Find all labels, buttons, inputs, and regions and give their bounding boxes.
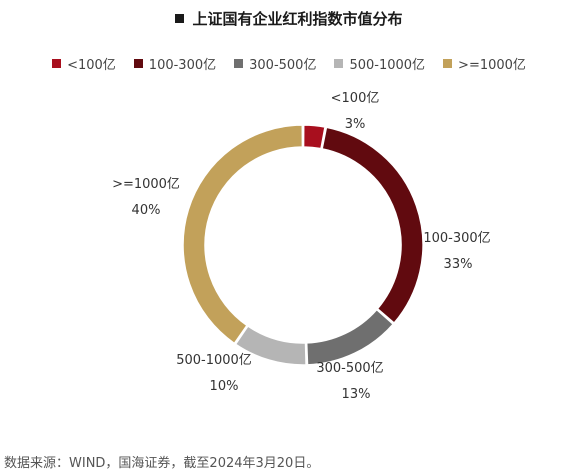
slice-value-label: 13% bbox=[342, 387, 371, 402]
legend-label: 100-300亿 bbox=[148, 58, 217, 73]
legend-label: <100亿 bbox=[67, 58, 116, 73]
legend-item: 500-1000亿 bbox=[334, 54, 425, 73]
donut-slice bbox=[182, 124, 304, 345]
donut-slice bbox=[321, 126, 424, 325]
slice-category-label: <100亿 bbox=[331, 91, 380, 106]
legend-swatch bbox=[443, 59, 453, 68]
slice-value-label: 40% bbox=[132, 203, 161, 218]
slice-value-label: 10% bbox=[210, 379, 239, 394]
legend-swatch bbox=[334, 59, 344, 68]
slice-value-label: 33% bbox=[444, 257, 473, 272]
legend-swatch bbox=[52, 59, 62, 68]
donut-slice bbox=[302, 124, 326, 150]
title-bullet-icon bbox=[175, 14, 185, 23]
slice-category-label: >=1000亿 bbox=[112, 177, 180, 192]
legend-swatch bbox=[234, 59, 244, 68]
source-note: 数据来源：WIND，国海证券，截至2024年3月20日。 bbox=[4, 456, 320, 471]
legend-label: 300-500亿 bbox=[249, 58, 317, 73]
legend-item: 300-500亿 bbox=[234, 54, 316, 73]
donut-chart: <100亿 3% 100-300亿 33% 300-500亿 13% 500-1000亿 10… bbox=[112, 91, 491, 402]
slice-category-label: 500-1000亿 bbox=[176, 353, 252, 368]
legend-item: >=1000亿 bbox=[443, 54, 526, 73]
chart-title: 上证国有企业红利指数市值分布 bbox=[0, 8, 578, 29]
legend-swatch bbox=[133, 59, 143, 68]
legend: <100亿 100-300亿 300-500亿 500-1000亿 >=1000亿 bbox=[0, 54, 578, 73]
donut-slice bbox=[234, 325, 307, 366]
legend-label: >=1000亿 bbox=[458, 58, 526, 73]
legend-label: 500-1000亿 bbox=[349, 58, 426, 73]
legend-item: <100亿 bbox=[52, 54, 116, 73]
slice-value-label: 3% bbox=[345, 117, 366, 132]
donut-slice bbox=[305, 308, 395, 366]
chart-title-text: 上证国有企业红利指数市值分布 bbox=[192, 10, 403, 28]
legend-item: 100-300亿 bbox=[133, 54, 217, 73]
slice-category-label: 100-300亿 bbox=[423, 231, 490, 246]
slice-category-label: 300-500亿 bbox=[316, 361, 383, 376]
